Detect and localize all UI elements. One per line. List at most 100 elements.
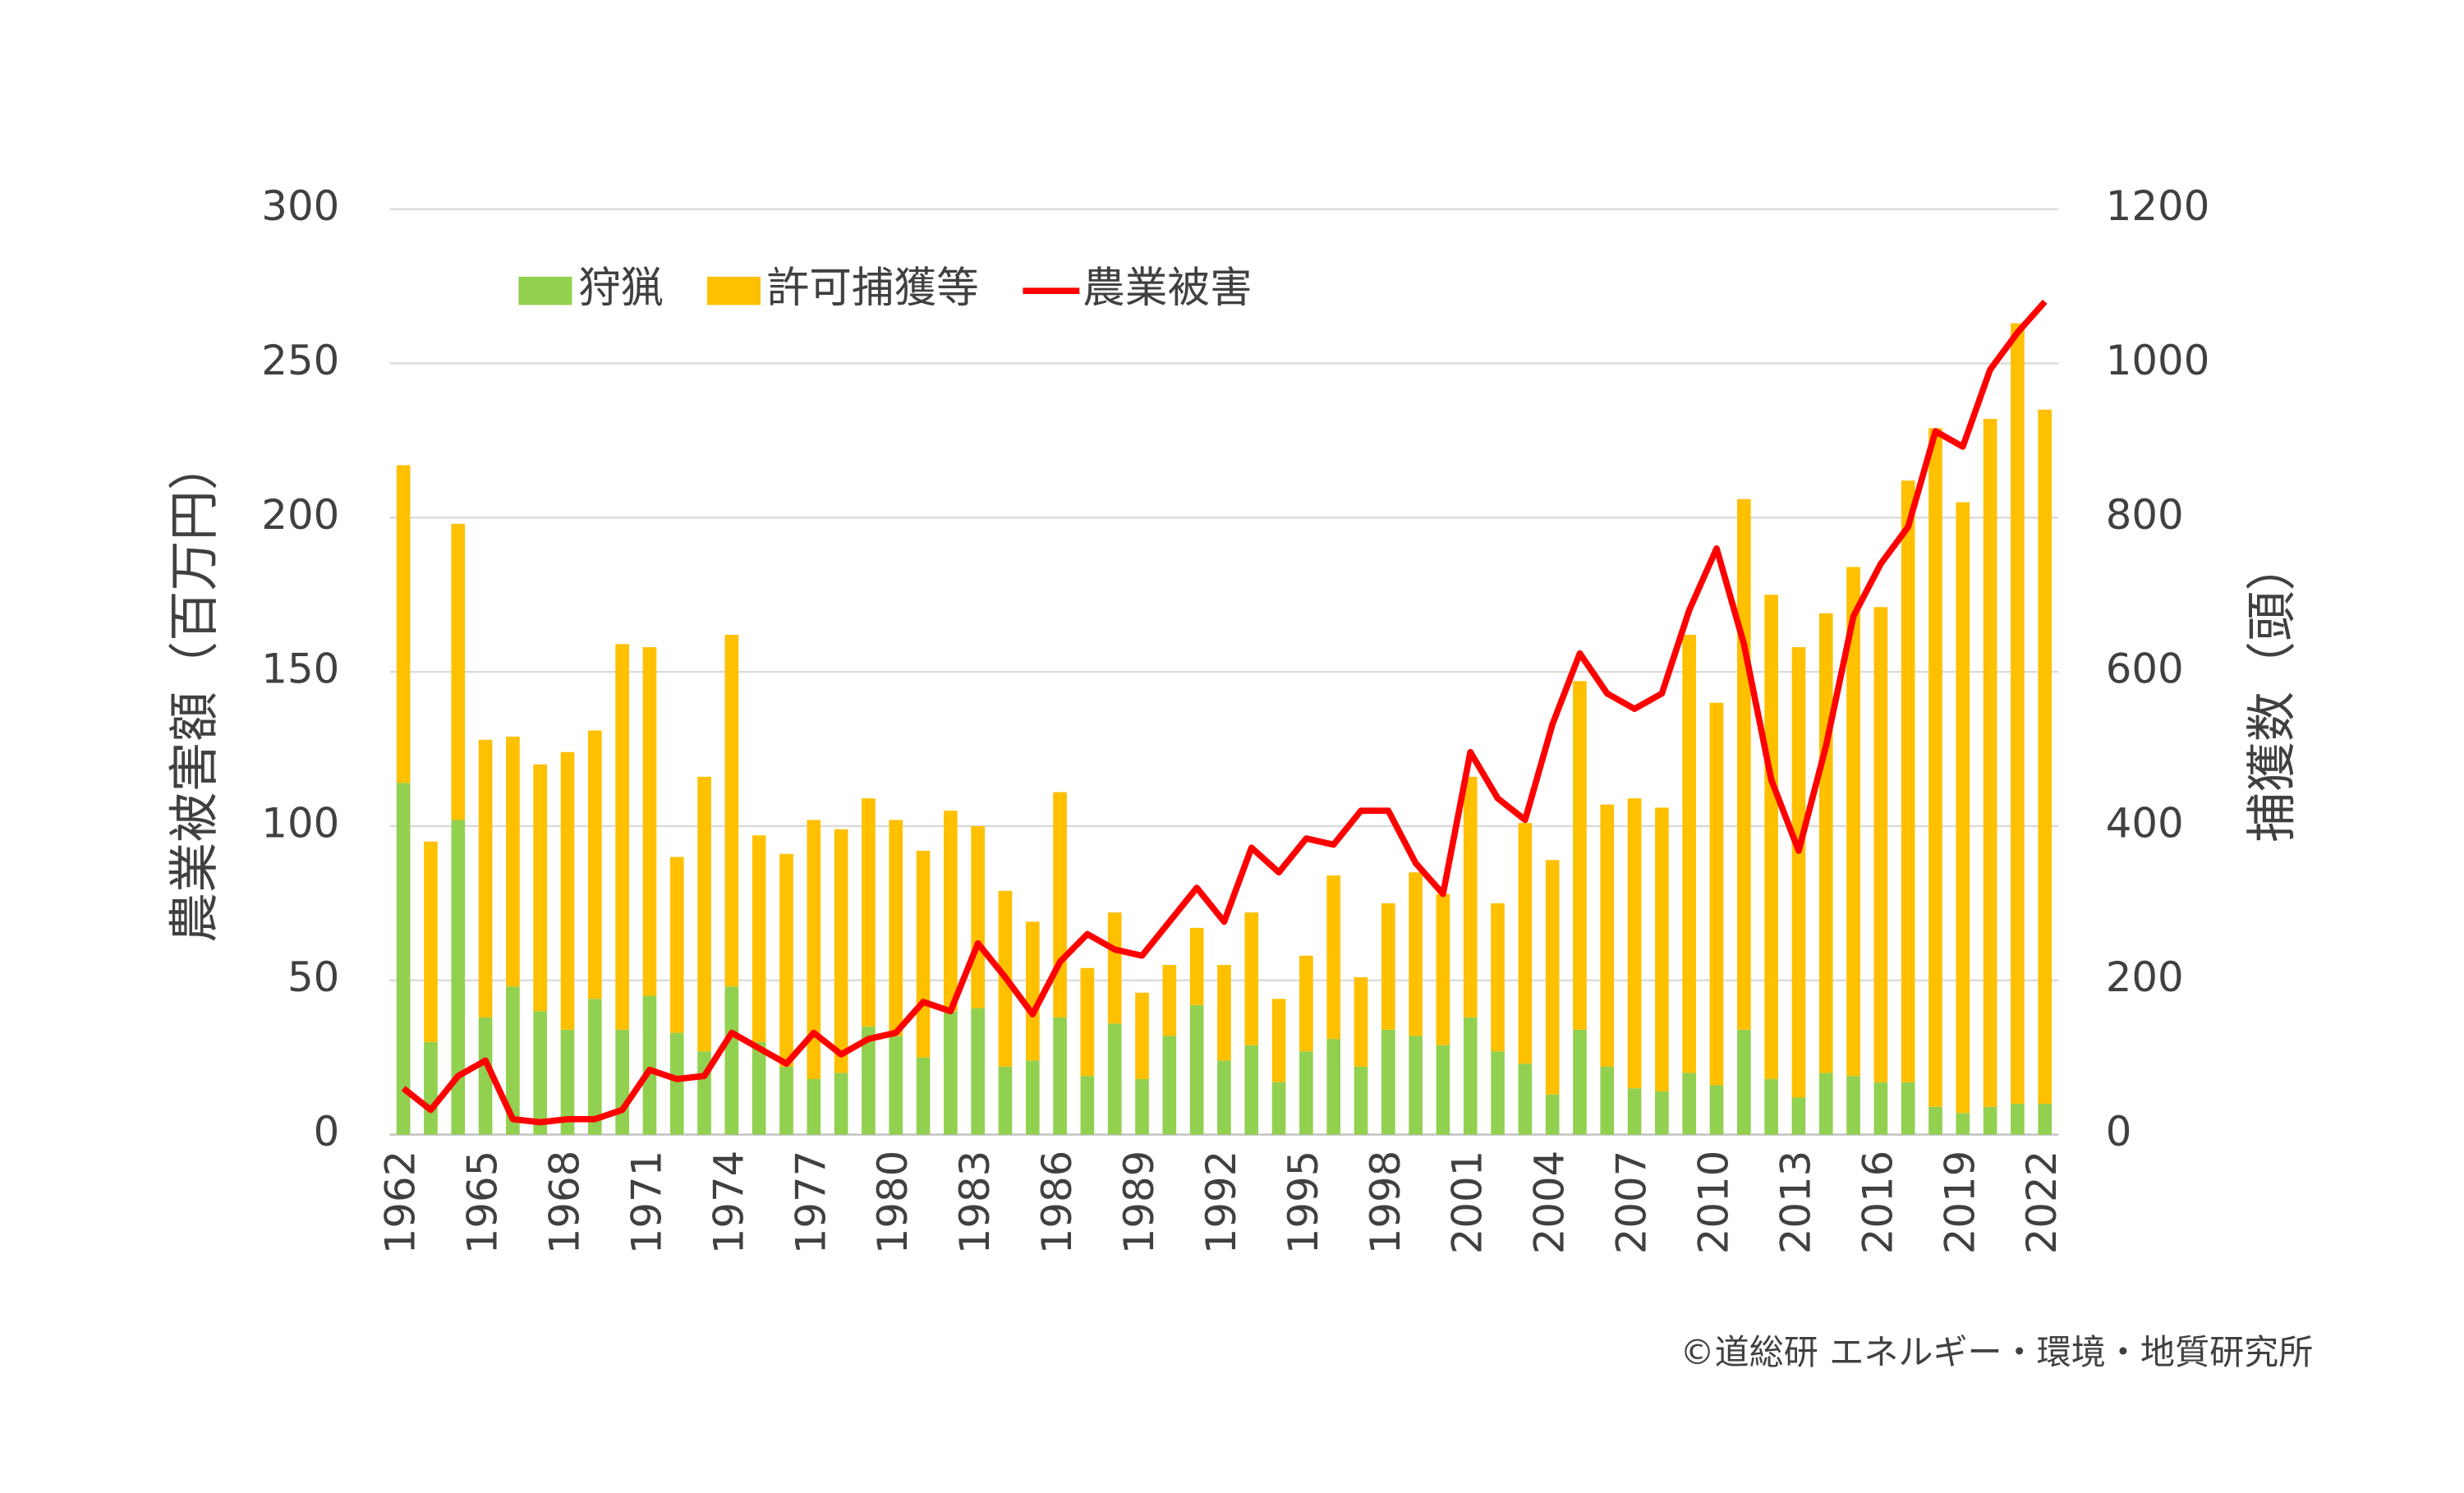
bar-segment bbox=[697, 776, 711, 1052]
bar-segment bbox=[1409, 1036, 1423, 1135]
bar-segment bbox=[669, 1032, 684, 1135]
legend-label: 農業被害 bbox=[1083, 264, 1253, 313]
y-tick-label: 200 bbox=[261, 491, 339, 539]
bar-segment bbox=[2038, 409, 2053, 1105]
bar-segment bbox=[1436, 1045, 1450, 1135]
y2-tick-label: 1200 bbox=[2106, 182, 2210, 230]
bar-segment bbox=[396, 783, 411, 1135]
bar-segment bbox=[1053, 1017, 1067, 1135]
bar-segment bbox=[752, 835, 766, 1042]
bar-segment bbox=[1928, 428, 1942, 1107]
bar-segment bbox=[1600, 804, 1615, 1067]
x-tick-label: 2016 bbox=[1854, 1151, 1901, 1255]
bar-segment bbox=[998, 1066, 1013, 1135]
bar-segment bbox=[1791, 1097, 1806, 1135]
legend-swatch bbox=[518, 276, 572, 305]
x-tick-label: 2010 bbox=[1690, 1151, 1738, 1255]
bar-segment bbox=[642, 647, 657, 996]
x-tick-label: 1998 bbox=[1362, 1151, 1409, 1255]
bar-segment bbox=[587, 730, 602, 999]
x-tick-label: 2004 bbox=[1526, 1151, 1574, 1255]
x-tick-label: 1980 bbox=[869, 1151, 917, 1255]
bar-segment bbox=[1354, 1066, 1368, 1135]
bar-segment bbox=[1299, 955, 1313, 1052]
bar-segment bbox=[1080, 967, 1095, 1077]
y-tick-label: 250 bbox=[261, 337, 339, 384]
y2-tick-label: 0 bbox=[2106, 1108, 2132, 1155]
bar-segment bbox=[1983, 419, 1997, 1107]
x-tick-label: 1992 bbox=[1198, 1151, 1245, 1255]
bar-segment bbox=[615, 644, 629, 1030]
y-tick-label: 0 bbox=[314, 1108, 340, 1155]
bar-segment bbox=[944, 811, 958, 1012]
bar-segment bbox=[1736, 498, 1751, 1030]
bar-segment bbox=[1873, 1082, 1888, 1135]
bar-segment bbox=[1983, 1106, 1997, 1135]
bar-segment bbox=[1736, 1029, 1751, 1135]
bar-segment bbox=[807, 1078, 821, 1135]
bar-segment bbox=[1354, 977, 1368, 1067]
bar-segment bbox=[916, 1057, 931, 1135]
y2-tick-label: 800 bbox=[2106, 491, 2184, 539]
bar-segment bbox=[1381, 903, 1395, 1030]
bar-segment bbox=[1627, 1088, 1642, 1135]
bar-segment bbox=[1764, 595, 1778, 1079]
bar-segment bbox=[1764, 1078, 1778, 1135]
bar-segment bbox=[1299, 1051, 1313, 1135]
bar-segment bbox=[1846, 567, 1860, 1077]
bar-segment bbox=[451, 820, 466, 1135]
bar-segment bbox=[834, 829, 848, 1073]
bar-segment bbox=[1873, 607, 1888, 1082]
y2-tick-label: 200 bbox=[2106, 953, 2184, 1001]
bar-segment bbox=[478, 1017, 493, 1135]
legend-swatch bbox=[706, 276, 761, 305]
bar-segment bbox=[1518, 1063, 1533, 1135]
bar-segment bbox=[779, 1066, 793, 1135]
bar-segment bbox=[889, 1036, 903, 1135]
bar-segment bbox=[1162, 964, 1177, 1036]
bar-segment bbox=[1244, 1045, 1259, 1135]
bar-segment bbox=[1463, 776, 1478, 1018]
bar-segment bbox=[1901, 480, 1915, 1082]
bar-segment bbox=[862, 798, 876, 1027]
bar-segment bbox=[1791, 647, 1806, 1098]
bar-segment bbox=[1135, 1078, 1149, 1135]
bar-segment bbox=[1709, 1085, 1724, 1135]
bar-segment bbox=[1545, 1094, 1560, 1135]
bar-segment bbox=[1107, 1023, 1122, 1135]
x-tick-label: 2007 bbox=[1608, 1151, 1656, 1255]
x-tick-label: 1971 bbox=[623, 1151, 670, 1255]
bar-segment bbox=[1901, 1082, 1915, 1135]
bar-segment bbox=[1217, 1060, 1231, 1135]
x-tick-label: 2001 bbox=[1444, 1151, 1492, 1255]
x-tick-label: 1995 bbox=[1280, 1151, 1327, 1255]
bar-segment bbox=[1573, 681, 1587, 1030]
bar-segment bbox=[424, 841, 438, 1042]
bar-segment bbox=[916, 850, 931, 1058]
bar-segment bbox=[1189, 1004, 1204, 1135]
x-tick-label: 2019 bbox=[1936, 1151, 1984, 1255]
x-tick-label: 2022 bbox=[2018, 1151, 2066, 1255]
bar-segment bbox=[1573, 1029, 1587, 1135]
bar-segment bbox=[1682, 635, 1697, 1073]
x-tick-label: 1965 bbox=[459, 1151, 507, 1255]
bar-segment bbox=[944, 1011, 958, 1135]
bar-segment bbox=[1217, 964, 1231, 1061]
bar-segment bbox=[1846, 1076, 1860, 1135]
x-tick-label: 1962 bbox=[377, 1151, 425, 1255]
bar-segment bbox=[1107, 912, 1122, 1024]
bar-segment bbox=[1518, 823, 1533, 1064]
bar-segment bbox=[533, 1011, 548, 1135]
bar-segment bbox=[1162, 1036, 1177, 1135]
bar-segment bbox=[1818, 1073, 1833, 1135]
bar-segment bbox=[642, 995, 657, 1135]
bar-segment bbox=[560, 1029, 575, 1135]
bar-segment bbox=[1244, 912, 1259, 1045]
bar-segment bbox=[1928, 1106, 1942, 1135]
bar-segment bbox=[1682, 1073, 1697, 1135]
bar-segment bbox=[1271, 999, 1286, 1082]
bar-segment bbox=[1600, 1066, 1615, 1135]
y-tick-label: 50 bbox=[287, 953, 339, 1001]
bar-segment bbox=[451, 523, 466, 820]
